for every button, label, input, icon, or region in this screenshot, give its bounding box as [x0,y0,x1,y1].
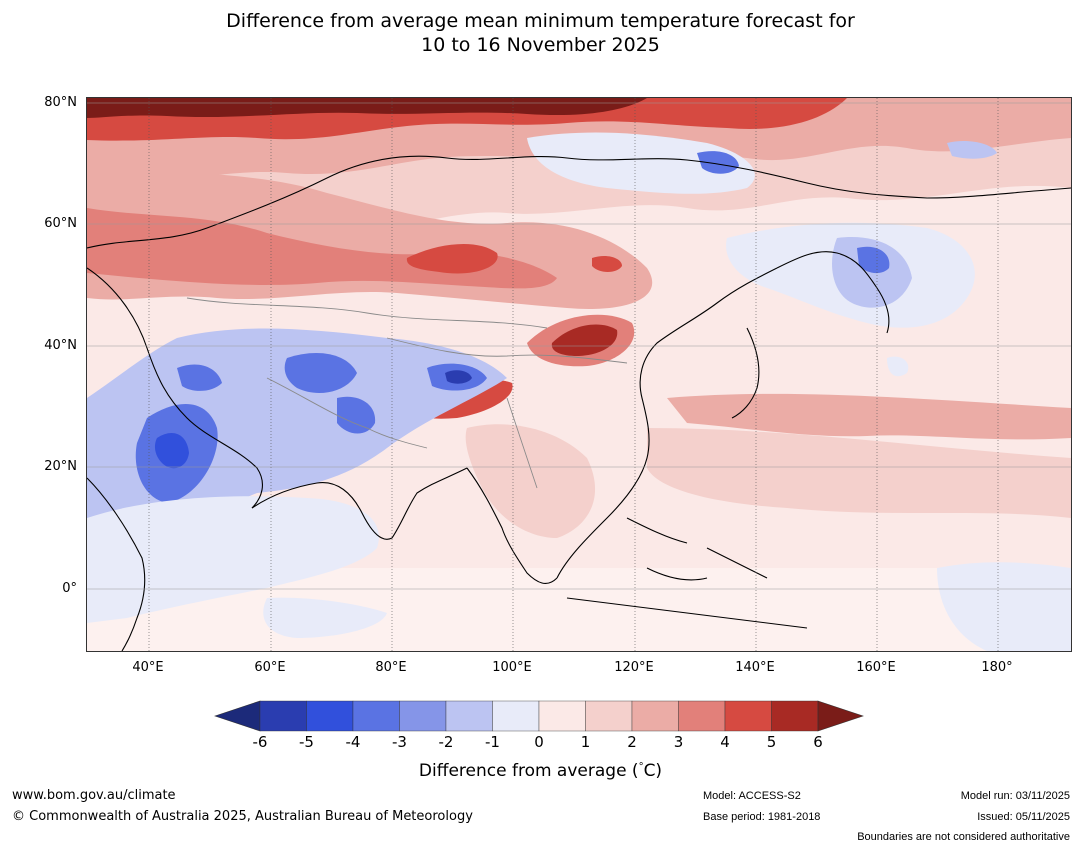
colorbar-tick-label: -6 [252,733,268,751]
anomaly-zone-iraq-cold [177,364,222,391]
colorbar-segment [538,700,586,732]
anomaly-zone-southeast-asia [465,424,596,538]
lon-label-140e: 140°E [735,660,775,675]
anomaly-zone-indian-ocean [87,496,379,623]
colorbar-label: Difference from average (°C) [0,761,1081,781]
colorbar-tick-label: -3 [392,733,407,751]
lat-label-40n: 40°N [44,338,77,353]
coastline-japan [731,327,760,419]
lon-label-40e: 40°E [132,660,164,675]
footer-issued: Issued: 05/11/2025 [977,811,1070,823]
colorbar-tick-label: 6 [813,733,823,751]
anomaly-zone-indian-ocean-south [263,597,387,638]
coastline-northeast-asia [776,251,890,334]
colorbar-segment [259,700,307,732]
anomaly-zone-iran-cold [284,353,357,393]
colorbar-label-prefix: Difference from average ( [418,761,639,781]
anomaly-zone-arctic-cold [527,132,755,194]
colorbar-segment [399,700,447,732]
lat-label-60n: 60°N [44,216,77,231]
boundary-russia-kazakh [186,297,548,329]
lat-label-80n: 80°N [44,95,77,110]
colorbar-segment [631,700,679,732]
lon-label-120e: 120°E [614,660,654,675]
colorbar-tick-label: -2 [438,733,454,751]
footer-website[interactable]: www.bom.gov.au/climate [12,788,176,803]
footer-disclaimer: Boundaries are not considered authoritat… [857,831,1070,843]
lon-label-180: 180° [981,660,1013,675]
lon-label-80e: 80°E [375,660,407,675]
colorbar-tick-label: -5 [299,733,314,751]
lon-label-60e: 60°E [254,660,286,675]
colorbar [214,700,864,732]
anomaly-core-arctic [697,151,739,174]
temperature-anomaly-map [86,97,1072,652]
colorbar-segment [585,700,633,732]
colorbar-segment [445,700,493,732]
colorbar-segment [724,700,772,732]
colorbar-tick-label: -1 [485,733,500,751]
boundary-indochina [506,397,538,489]
anomaly-zone-arctic-east-cold [947,141,997,159]
colorbar-tick-label: 3 [673,733,684,751]
colorbar-segment [771,700,819,732]
boundary-china-north [386,337,628,364]
lat-label-0: 0° [62,581,77,596]
colorbar-tick-label: 2 [627,733,637,751]
colorbar-arrow-high [817,700,864,732]
colorbar-tick-label: 1 [580,733,591,751]
colorbar-arrow-low [214,700,261,732]
colorbar-tick-label: 0 [534,733,544,751]
anomaly-zone-pacific-warm [667,393,1071,440]
boundary-south-asia [266,377,428,449]
chart-title-line1: Difference from average mean minimum tem… [226,10,855,32]
coastline-arabia-india [251,467,468,540]
coastline-china [556,267,778,579]
footer-model: Model: ACCESS-S2 [703,790,801,802]
colorbar-segment [352,700,400,732]
colorbar-tick-label: 5 [766,733,777,751]
anomaly-hotspot-mongolia [406,243,498,274]
footer-copyright: © Commonwealth of Australia 2025, Austra… [12,809,473,824]
lon-label-160e: 160°E [856,660,896,675]
colorbar-segment [678,700,726,732]
lat-label-20n: 20°N [44,459,77,474]
colorbar-label-unit: C) [643,761,663,781]
anomaly-hotspot-east [592,255,622,272]
anomaly-zone-pacific [647,428,1071,518]
anomaly-core-tarim [445,370,472,384]
chart-title-line2: 10 to 16 November 2025 [421,34,660,56]
lon-label-100e: 100°E [492,660,532,675]
anomaly-zone-pacific-small-cold [887,356,909,377]
anomaly-zone-south-pacific-cold [937,562,1071,651]
colorbar-tick-label: -4 [345,733,361,751]
anomaly-core-kamchatka [857,246,890,274]
colorbar-label-degree: ° [638,761,644,773]
anomaly-hotspot-china [551,324,618,356]
coastline-africa [87,477,146,651]
anomaly-core-arabia [154,433,189,469]
coastline-southeast-asia [466,467,558,584]
colorbar-segment [306,700,354,732]
coastline-west-asia [87,267,263,509]
colorbar-segment [492,700,540,732]
coastline-arctic [87,155,1071,249]
colorbar-tick-label: 4 [720,733,730,751]
footer-model-run: Model run: 03/11/2025 [960,790,1070,802]
footer-base-period: Base period: 1981-2018 [703,811,821,823]
coastline-islands [566,517,808,629]
anomaly-zone-pakistan-cold [337,396,376,434]
